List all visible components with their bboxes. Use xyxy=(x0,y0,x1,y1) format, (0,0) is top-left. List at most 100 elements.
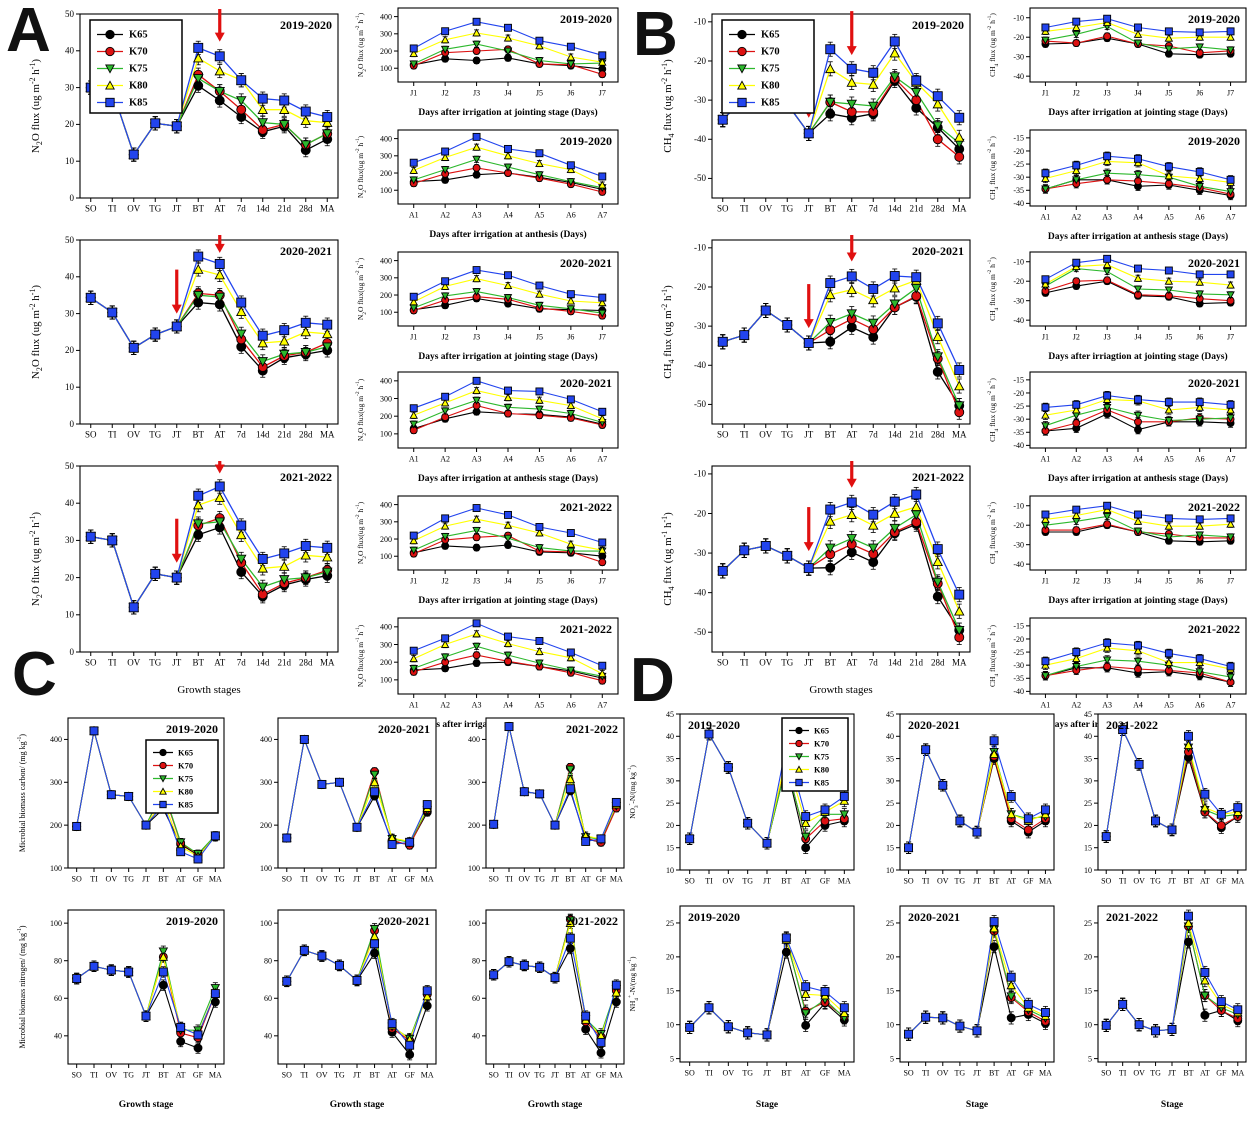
chart-b-joint-2019: -40 -30 -20 -10 J1 J2 J3 J4 J5 J6 J7 2019-2020 CH4 f… xyxy=(984,2,1258,122)
svg-text:-50: -50 xyxy=(694,399,706,409)
svg-text:J7: J7 xyxy=(599,89,606,98)
chart-b3-main: -50 -40 -30 -20 -10 SO TI OV TG JT BT AT 7d 14d 21d 28d… xyxy=(660,458,980,700)
svg-text:-25: -25 xyxy=(1013,160,1024,169)
svg-text:Days after irrigation at joint: Days after irrigation at jointing stage … xyxy=(418,107,597,118)
svg-text:2021-2022: 2021-2022 xyxy=(912,470,964,484)
svg-text:OV: OV xyxy=(519,875,531,884)
svg-text:40: 40 xyxy=(472,1032,480,1041)
svg-text:100: 100 xyxy=(50,864,62,873)
svg-text:7d: 7d xyxy=(869,430,879,440)
chart-d6-nh4-2021: 5 10 15 20 25 SO TI OV TG JT BT AT GF MA 2021-2022 Stag… xyxy=(1066,898,1256,1114)
svg-text:2020-2021: 2020-2021 xyxy=(912,244,964,258)
svg-text:200: 200 xyxy=(380,658,392,667)
svg-text:28d: 28d xyxy=(931,658,945,668)
svg-text:Days after irriagtion at joint: Days after irriagtion at jointing stage … xyxy=(1048,351,1227,362)
svg-text:CH4 flux (ug m-2 h-1): CH4 flux (ug m-2 h-1) xyxy=(987,13,1000,77)
svg-text:A6: A6 xyxy=(566,455,576,464)
svg-text:40: 40 xyxy=(65,272,75,282)
svg-text:AT: AT xyxy=(214,204,226,214)
svg-text:J6: J6 xyxy=(1196,333,1203,342)
svg-text:GF: GF xyxy=(193,875,204,884)
svg-text:N2O flux (ug m-2 h-1): N2O flux (ug m-2 h-1) xyxy=(28,59,44,153)
svg-text:-40: -40 xyxy=(694,587,706,597)
svg-text:GF: GF xyxy=(405,1071,416,1080)
svg-text:21d: 21d xyxy=(278,204,292,214)
svg-text:JT: JT xyxy=(172,430,182,440)
svg-text:BT: BT xyxy=(565,1071,575,1080)
svg-text:A4: A4 xyxy=(503,701,513,710)
svg-text:20: 20 xyxy=(65,572,75,582)
svg-text:A7: A7 xyxy=(597,455,607,464)
svg-text:0: 0 xyxy=(70,193,75,203)
svg-text:-20: -20 xyxy=(1013,33,1024,42)
svg-text:K70: K70 xyxy=(129,47,148,58)
svg-text:J4: J4 xyxy=(504,89,511,98)
svg-text:K85: K85 xyxy=(761,98,780,109)
svg-text:A6: A6 xyxy=(566,211,576,220)
svg-text:J6: J6 xyxy=(1196,577,1203,586)
svg-text:Days after irrigation at joint: Days after irrigation at jointing stage … xyxy=(418,351,597,362)
svg-text:300: 300 xyxy=(380,30,392,39)
svg-text:200: 200 xyxy=(380,291,392,300)
chart-d1-no3-2019: 10 15 20 25 30 35 40 45 SO TI OV TG JT BT AT GF MA 2019-2… xyxy=(624,706,864,896)
svg-text:2020-2021: 2020-2021 xyxy=(378,722,430,736)
svg-text:-30: -30 xyxy=(694,321,706,331)
svg-text:JT: JT xyxy=(551,1071,559,1080)
svg-text:TI: TI xyxy=(90,875,98,884)
svg-text:-30: -30 xyxy=(1013,415,1024,424)
svg-text:TG: TG xyxy=(781,204,793,214)
svg-text:JT: JT xyxy=(172,658,182,668)
svg-text:MA: MA xyxy=(952,204,967,214)
svg-text:OV: OV xyxy=(127,430,140,440)
svg-text:Microbial biomass carbon/ (mg: Microbial biomass carbon/ (mg kg-1) xyxy=(17,734,27,852)
svg-text:MA: MA xyxy=(952,658,967,668)
svg-text:300: 300 xyxy=(260,778,272,787)
svg-text:2019-2020: 2019-2020 xyxy=(166,722,218,736)
svg-text:TI: TI xyxy=(505,875,513,884)
svg-text:TG: TG xyxy=(149,658,161,668)
svg-text:-25: -25 xyxy=(1013,648,1024,657)
svg-text:N2O flux (ug m-2 h-1): N2O flux (ug m-2 h-1) xyxy=(28,285,44,379)
svg-text:-30: -30 xyxy=(694,95,706,105)
svg-text:-20: -20 xyxy=(1013,521,1024,530)
svg-text:-40: -40 xyxy=(1013,687,1024,696)
svg-text:J7: J7 xyxy=(1227,89,1234,98)
svg-text:TI: TI xyxy=(301,1071,309,1080)
svg-text:300: 300 xyxy=(380,274,392,283)
svg-text:J7: J7 xyxy=(599,577,606,586)
svg-text:-10: -10 xyxy=(1013,14,1024,23)
svg-text:200: 200 xyxy=(260,821,272,830)
svg-text:SO: SO xyxy=(717,204,729,214)
svg-text:-40: -40 xyxy=(1013,560,1024,569)
svg-text:MA: MA xyxy=(320,658,335,668)
svg-text:A3: A3 xyxy=(472,701,482,710)
svg-text:OV: OV xyxy=(759,204,772,214)
svg-text:100: 100 xyxy=(50,919,62,928)
svg-text:100: 100 xyxy=(380,430,392,439)
svg-text:2019-2020: 2019-2020 xyxy=(560,134,612,148)
svg-text:BT: BT xyxy=(824,204,836,214)
svg-text:-10: -10 xyxy=(694,17,706,27)
svg-text:A2: A2 xyxy=(1071,701,1081,710)
svg-text:TI: TI xyxy=(90,1071,98,1080)
svg-text:K85: K85 xyxy=(129,98,148,109)
panel-a-label: A xyxy=(6,0,51,65)
svg-text:J5: J5 xyxy=(1165,577,1172,586)
svg-text:OV: OV xyxy=(127,204,140,214)
svg-text:JT: JT xyxy=(172,204,182,214)
svg-text:AT: AT xyxy=(176,875,186,884)
svg-text:7d: 7d xyxy=(869,658,879,668)
svg-text:7d: 7d xyxy=(237,204,247,214)
panel-b-label: B xyxy=(633,0,678,69)
svg-text:TI: TI xyxy=(505,1071,513,1080)
svg-text:J5: J5 xyxy=(536,333,543,342)
svg-text:A5: A5 xyxy=(535,701,545,710)
svg-text:J5: J5 xyxy=(1165,89,1172,98)
svg-text:21d: 21d xyxy=(910,430,924,440)
svg-text:J6: J6 xyxy=(567,333,574,342)
svg-text:J3: J3 xyxy=(1104,577,1111,586)
svg-text:J4: J4 xyxy=(504,333,511,342)
svg-text:28d: 28d xyxy=(931,430,945,440)
svg-text:AT: AT xyxy=(846,658,858,668)
svg-text:A5: A5 xyxy=(1164,701,1174,710)
